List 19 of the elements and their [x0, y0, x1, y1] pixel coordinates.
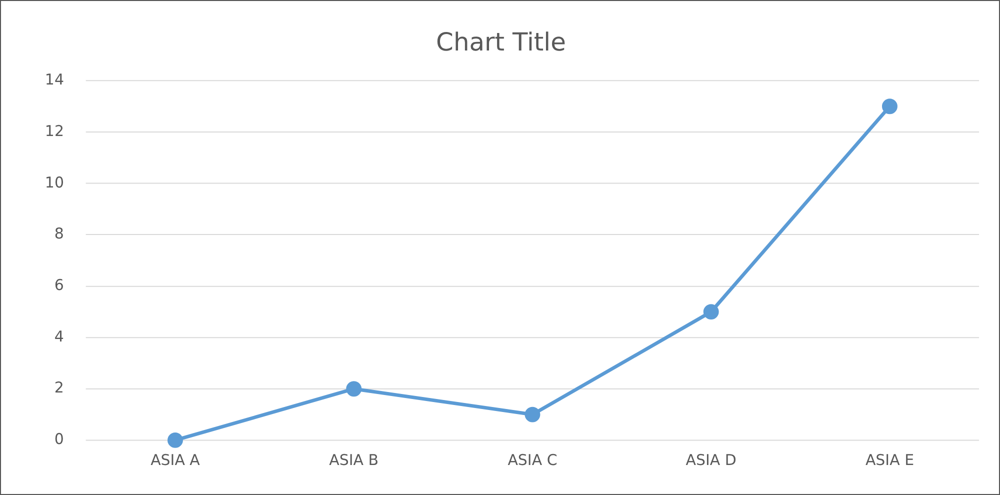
- y-tick-label: 12: [44, 122, 64, 140]
- y-tick-label: 4: [54, 327, 64, 346]
- x-tick-label: ASIA A: [150, 451, 201, 470]
- y-tick-label: 2: [54, 378, 64, 397]
- y-tick-label: 14: [44, 70, 64, 89]
- point: [524, 406, 540, 422]
- chart-title: Chart Title: [436, 27, 566, 56]
- point: [882, 98, 898, 114]
- y-tick-label: 0: [54, 430, 64, 448]
- point: [703, 304, 719, 320]
- point: [346, 381, 362, 397]
- point: [167, 432, 183, 448]
- y-tick-label: 10: [44, 173, 64, 192]
- y-tick-label: 6: [54, 276, 64, 294]
- y-tick-label: 8: [54, 224, 64, 243]
- x-tick-label: ASIA B: [329, 451, 379, 470]
- x-tick-label: ASIA E: [865, 451, 914, 470]
- x-tick-label: ASIA D: [686, 451, 736, 470]
- x-tick-label: ASIA C: [508, 451, 558, 470]
